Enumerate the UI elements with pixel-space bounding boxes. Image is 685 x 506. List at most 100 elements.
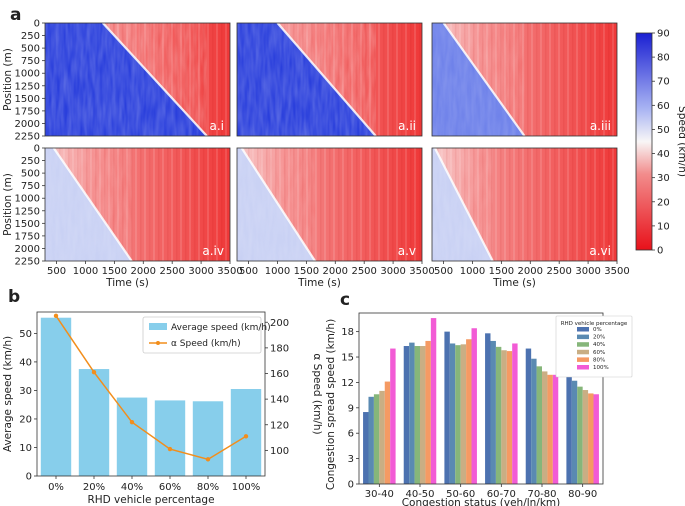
bar-spread-speed [512, 343, 518, 484]
legend-label: 0% [593, 327, 602, 333]
colorbar-tick-label: 80 [657, 53, 670, 64]
y-tick-label: 250 [21, 156, 40, 167]
y-tick-label: 0 [34, 144, 40, 155]
x-axis-label: Congestion status (veh/ln/km) [402, 497, 561, 506]
colorbar: 0 10 20 30 40 50 60 70 80 90 Speed (km/h) [635, 29, 685, 257]
x-tick-label: 1500 [102, 266, 127, 277]
heatmap-subplot: a.iii [431, 22, 618, 137]
legend-label: 20% [593, 335, 605, 341]
point-alpha-speed [243, 434, 249, 439]
y-tick-label: 1250 [15, 81, 40, 92]
subplot-frame [44, 22, 231, 137]
legend-swatch [577, 349, 589, 355]
y-tick-label: 18 [341, 327, 354, 338]
x-tick-label: 40-50 [405, 489, 434, 500]
y-tick-label: 1250 [15, 206, 40, 217]
subplot-frame [236, 22, 423, 137]
subplot-frame [236, 147, 423, 262]
colorbar-tick-label: 10 [657, 221, 670, 232]
y2-tick-label: 120 [270, 420, 289, 431]
y2-tick-label: 200 [270, 318, 289, 329]
bar-spread-speed [525, 348, 532, 484]
point-alpha-speed [129, 419, 135, 425]
bar-line-panel: 0 10 20 30 40 50 100 120 140 160 180 200 0% 20% 40% 60%… [2, 311, 323, 506]
y-tick-label: 750 [21, 56, 40, 67]
x-tick-label: 100% [232, 482, 261, 493]
y-tick-label: 1000 [15, 194, 40, 205]
x-tick-label: 500 [47, 266, 66, 277]
legend-label: 100% [593, 365, 609, 371]
subplot-label: a.vi [589, 244, 611, 258]
x-tick-label: 2000 [518, 266, 543, 277]
colorbar-tick-label: 60 [657, 101, 670, 112]
point-alpha-speed [53, 313, 59, 319]
y-tick-label: 9 [348, 403, 354, 414]
y-axis-label: Average speed (km/h) [2, 336, 14, 452]
x-tick-label: 500 [434, 266, 453, 277]
x-tick-label: 3000 [380, 266, 405, 277]
y2-tick-label: 180 [270, 343, 289, 354]
bar-spread-speed [363, 412, 369, 484]
y-tick-label: 12 [341, 378, 354, 389]
y-tick-label: 10 [19, 443, 32, 454]
legend-swatch-marker [156, 341, 160, 345]
x-tick-label: 3500 [604, 266, 629, 277]
y-tick-label: 1500 [15, 219, 40, 230]
bar-spread-speed [577, 386, 583, 484]
x-tick-label: 1000 [265, 266, 290, 277]
subplot-frame [431, 147, 618, 262]
bar-spread-speed [506, 351, 513, 484]
x-tick-label: 40% [121, 482, 143, 493]
x-tick-label: 1500 [294, 266, 319, 277]
bar-average-speed [116, 397, 148, 476]
bar-spread-speed [490, 340, 496, 484]
y-tick-label: 15 [341, 353, 354, 364]
x-tick-label: 60-70 [487, 489, 516, 500]
bar-average-speed [192, 401, 224, 476]
free-flow-texture [432, 23, 525, 136]
x-axis-label: Time (s) [105, 277, 149, 289]
x-tick-label: 2500 [351, 266, 376, 277]
heatmap-subplot: a.vi 500 1000 1500 2000 2500 3000 3500 Time (s) [431, 147, 630, 289]
legend-swatch [577, 334, 589, 340]
panel-letter-b: b [8, 287, 20, 307]
heatmap-subplot: a.i0250500750100012501500175020002250Pos… [2, 19, 231, 143]
y-tick-label: 50 [19, 329, 32, 340]
x-tick-label: 80% [197, 482, 219, 493]
heatmap-subplot: a.v 500 1000 1500 2000 2500 3000 3500 Time (s) [236, 147, 435, 289]
x-tick-label: 30-40 [365, 489, 394, 500]
bar-average-speed [78, 369, 110, 476]
free-flow-texture [45, 148, 132, 261]
subplot-label: a.i [209, 119, 224, 133]
y-tick-label: 2000 [15, 244, 40, 255]
y-tick-label: 2250 [15, 257, 40, 268]
bar-average-speed [230, 389, 262, 476]
bar-spread-speed [455, 345, 461, 484]
bar-spread-speed [593, 394, 599, 484]
colorbar-tick-label: 0 [657, 246, 663, 257]
x-tick-label: 1500 [489, 266, 514, 277]
congestion-front [240, 147, 316, 262]
subplot-frame [44, 147, 231, 262]
bar-spread-speed [547, 374, 553, 484]
y-tick-label: 1750 [15, 106, 40, 117]
bar-spread-speed [368, 396, 374, 484]
colorbar-tick-label: 30 [657, 173, 670, 184]
subplot-frame [431, 22, 618, 137]
y2-tick-label: 140 [270, 395, 289, 406]
congestion-front [102, 22, 208, 137]
y-tick-label: 3 [348, 454, 354, 465]
bar-spread-speed [536, 366, 542, 484]
bar-spread-speed [379, 390, 385, 484]
bar-spread-speed [444, 331, 450, 484]
panel-letter-a: a [10, 5, 21, 25]
y-tick-label: 500 [21, 44, 40, 55]
panel-letter-c: c [340, 290, 350, 310]
bar-spread-speed [501, 350, 507, 484]
y-axis-label: Congestion spread speed (km/h) [325, 319, 337, 490]
bar-spread-speed [552, 374, 559, 484]
bar-spread-speed [390, 348, 396, 484]
